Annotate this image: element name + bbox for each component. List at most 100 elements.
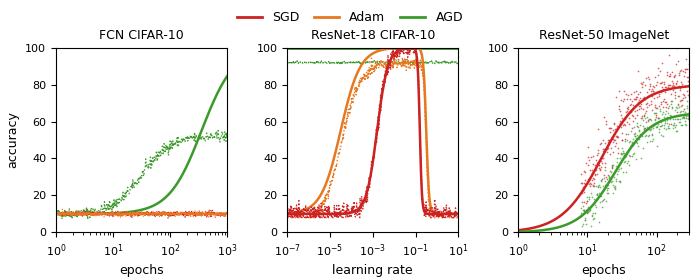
Point [592, 184, 603, 188]
Point [625, 129, 636, 134]
Point [631, 113, 643, 118]
Point [580, 218, 591, 223]
Point [650, 106, 662, 110]
Point [649, 123, 660, 127]
Point [586, 171, 597, 176]
Point [653, 92, 664, 96]
Point [603, 138, 615, 143]
Point [657, 99, 668, 104]
Point [590, 158, 601, 163]
Point [580, 178, 591, 182]
Point [670, 93, 681, 97]
Point [589, 211, 601, 215]
Point [590, 168, 601, 173]
Point [668, 122, 680, 127]
Point [607, 128, 618, 133]
Point [610, 179, 621, 183]
Point [672, 116, 683, 121]
Point [669, 89, 680, 94]
Point [636, 81, 647, 85]
Point [662, 69, 673, 74]
Point [595, 185, 606, 190]
Point [679, 113, 690, 117]
Point [679, 95, 690, 100]
Point [652, 80, 663, 84]
Point [630, 96, 641, 101]
Point [664, 117, 676, 121]
Point [650, 117, 661, 122]
Point [580, 181, 591, 186]
Point [594, 167, 606, 171]
Point [630, 95, 641, 100]
Point [611, 159, 622, 164]
Point [648, 111, 659, 115]
Point [607, 164, 618, 169]
Point [643, 134, 654, 139]
Point [610, 127, 621, 132]
Point [582, 230, 594, 235]
Point [668, 123, 679, 127]
Point [664, 104, 675, 108]
Point [619, 159, 630, 163]
Point [587, 161, 598, 166]
Point [603, 140, 614, 145]
Point [671, 82, 682, 87]
Point [617, 170, 628, 175]
Point [591, 161, 602, 165]
Point [608, 120, 620, 125]
Point [647, 84, 658, 88]
Point [632, 143, 643, 148]
Point [612, 123, 623, 128]
Point [592, 153, 603, 158]
Point [635, 103, 646, 108]
Point [619, 152, 630, 157]
Point [626, 99, 637, 103]
Point [645, 91, 656, 96]
Point [597, 188, 608, 193]
Point [621, 131, 632, 136]
Point [652, 125, 663, 129]
Point [624, 139, 636, 143]
Point [577, 200, 588, 204]
Point [631, 121, 643, 125]
Point [629, 89, 640, 94]
Point [634, 123, 645, 127]
Point [599, 165, 610, 169]
Point [596, 141, 607, 145]
Point [653, 116, 664, 120]
Point [683, 62, 694, 67]
Point [677, 123, 688, 127]
Point [598, 137, 609, 142]
Point [630, 140, 641, 144]
Point [669, 108, 680, 113]
Point [663, 122, 674, 126]
Point [652, 144, 663, 149]
Point [662, 102, 673, 106]
Point [680, 109, 691, 114]
Point [604, 130, 615, 134]
Point [666, 105, 678, 109]
Point [682, 113, 694, 118]
Point [639, 134, 650, 138]
Point [593, 148, 604, 152]
Point [654, 106, 665, 111]
Point [596, 178, 607, 182]
Point [638, 96, 649, 101]
Point [640, 109, 651, 113]
Point [633, 125, 644, 129]
Point [586, 212, 597, 217]
Point [591, 184, 602, 189]
Point [662, 111, 673, 115]
Point [664, 87, 676, 91]
Point [659, 85, 671, 90]
Point [673, 84, 685, 89]
Point [631, 140, 643, 145]
Point [592, 151, 603, 155]
Point [580, 201, 592, 205]
Point [655, 132, 666, 137]
Point [656, 61, 667, 65]
Point [661, 100, 672, 104]
Point [676, 109, 687, 113]
Point [592, 193, 603, 197]
Point [674, 88, 685, 92]
